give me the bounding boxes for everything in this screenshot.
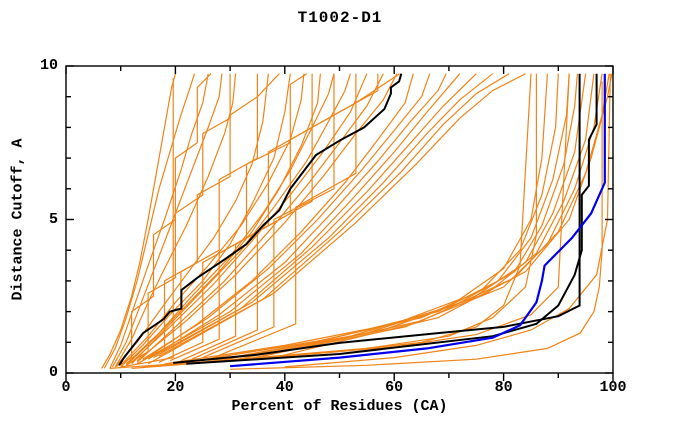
y-tick-label: 5 [48,210,58,228]
series-model_25 [175,73,559,365]
series-model_21 [153,73,494,357]
series-model_16 [142,73,414,362]
series-model_18 [147,73,447,360]
series-model_35 [136,73,258,365]
series-model_14 [136,73,384,363]
series-model_01 [101,73,176,369]
x-tick-label: 80 [494,379,513,396]
series-model_33 [114,73,212,368]
x-tick-label: 60 [385,379,404,396]
x-tick-label: 100 [599,379,627,396]
series-model_44 [142,73,538,368]
x-tick-label: 40 [275,379,294,396]
series-model_19 [147,73,461,359]
series-model_black_mid [118,73,403,366]
series-model_best_blue [230,73,606,368]
chart-title: T1002-D1 [297,9,383,27]
series-model_03 [103,73,196,369]
series-model_24 [164,73,548,365]
x-axis-label: Percent of Residues (CA) [231,398,448,415]
series-model_47 [230,81,603,370]
series-model_11 [125,73,335,365]
series-model_37 [158,73,308,363]
series-model_15 [136,73,398,362]
series-model_07 [114,73,269,368]
x-tick-label: 0 [61,379,71,396]
series-model_34 [125,73,231,366]
series-model_27 [202,73,578,363]
series-model_black_a [173,73,581,364]
y-tick-label: 10 [39,57,58,74]
series-model_42 [213,73,401,359]
series-model_26 [186,73,570,363]
series-model_29 [229,73,595,362]
series-model_08 [120,73,291,368]
series-model_41 [202,73,379,359]
series-model_12 [131,73,351,365]
x-tick-label: 20 [166,379,185,396]
series-model_04 [109,73,209,369]
series-model_36 [147,73,280,365]
series-model_45 [284,73,611,368]
series-model_32 [273,73,613,359]
series-model_09 [120,73,305,366]
series-model_17 [142,73,431,360]
series-model_black_b [186,73,598,365]
y-tick-label: 0 [48,364,58,381]
